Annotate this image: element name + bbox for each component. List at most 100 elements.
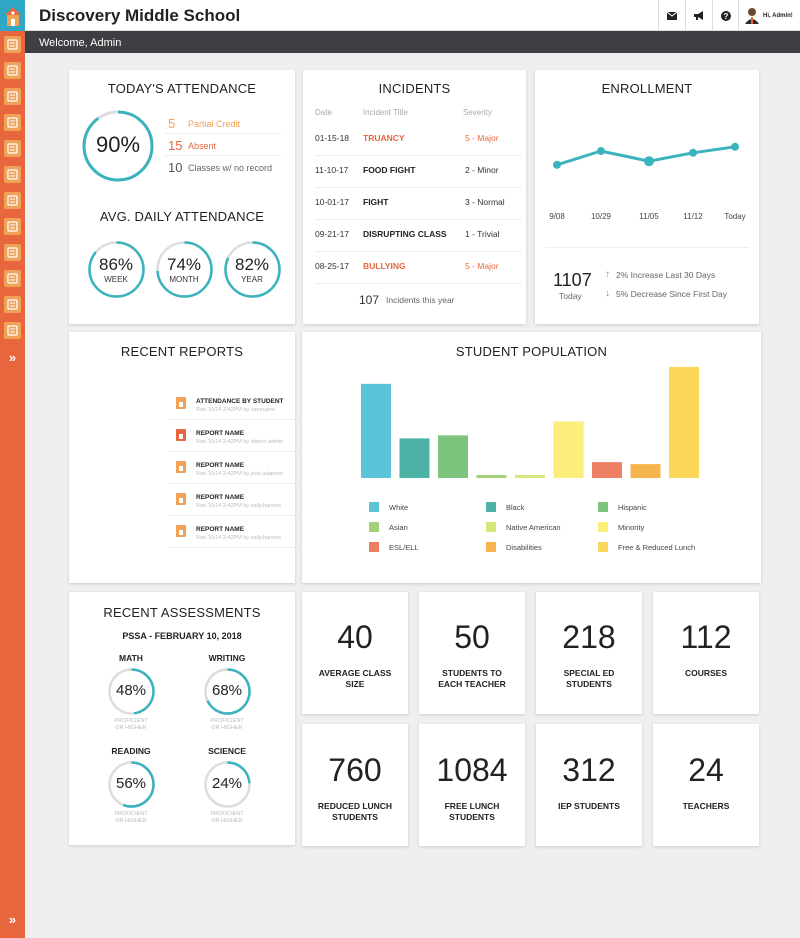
stat-value: 40 (337, 619, 373, 655)
sidebar-school-icon[interactable] (4, 322, 21, 339)
sidebar-apple-icon[interactable] (4, 114, 21, 131)
avg-attendance-percent: 74% (166, 255, 202, 274)
population-card: STUDENT POPULATION White Black Hispanic Asi… (302, 332, 761, 583)
assessment-percent: 24% (211, 775, 243, 792)
sidebar-dollar-icon[interactable] (4, 244, 21, 261)
legend-swatch (598, 522, 608, 532)
sidebar-alert-icon[interactable] (4, 218, 21, 235)
dollar-icon (7, 247, 18, 258)
sidebar-calendar-icon[interactable] (4, 62, 21, 79)
population-legend-item: Disabilities (486, 542, 542, 552)
population-bar-disabilities (630, 464, 661, 478)
help-button[interactable]: ? (712, 0, 739, 31)
assessment-ring-reading (107, 760, 155, 808)
incident-severity: 5 - Major (465, 133, 499, 143)
report-subtitle: Run 10/14 2:42PM by sally.hanson (196, 535, 281, 541)
legend-swatch (486, 542, 496, 552)
assessment-percent: 48% (115, 682, 147, 699)
incident-title: FOOD FIGHT (363, 165, 416, 175)
attendance-row-count: 10 (168, 160, 183, 175)
legend-label: ESL/ELL (389, 542, 419, 552)
attendance-row-count: 5 (168, 116, 176, 131)
enrollment-x-label: 10/29 (590, 212, 612, 221)
assessments-title: RECENT ASSESSMENTS (103, 605, 261, 620)
legend-swatch (598, 542, 608, 552)
population-bar-asian (476, 475, 507, 478)
stat-card: 218 SPECIAL ED STUDENTS (536, 592, 642, 714)
enrollment-line-chart (553, 142, 739, 169)
report-file-icon (176, 493, 186, 505)
enrollment-increase: 2% Increase Last 30 Days (616, 270, 716, 280)
sidebar-checklist-icon[interactable] (4, 140, 21, 157)
incident-row[interactable]: 11-10-17 FOOD FIGHT 2 - Minor (315, 156, 522, 188)
megaphone-icon (693, 11, 703, 20)
avg-attendance-percent: 86% (98, 255, 134, 274)
assessment-sub-label-2: OR HIGHER (115, 818, 147, 824)
stat-label: REDUCED LUNCH STUDENTS (317, 801, 393, 822)
legend-label: Disabilities (506, 542, 542, 552)
attendance-row-label: Partial Credit (188, 118, 241, 129)
avg-attendance-ring-year (223, 240, 281, 298)
population-bar-chart (361, 366, 699, 478)
legend-swatch (369, 522, 379, 532)
legend-label: White (389, 502, 409, 512)
incident-severity: 5 - Major (465, 261, 499, 271)
expand-sidebar-icon[interactable]: » (8, 350, 17, 365)
sidebar-speech-icon[interactable] (4, 270, 21, 287)
assessment-label: MATH (119, 653, 143, 663)
stat-card: 112 COURSES (653, 592, 759, 714)
assessment-label: READING (111, 746, 151, 756)
incidents-header-severity: Severity (463, 108, 492, 117)
assessment-sub-label-1: PROFICIENT (210, 811, 244, 817)
stat-card: 40 AVERAGE CLASS SIZE (302, 592, 408, 714)
sidebar-report-card-icon[interactable] (4, 192, 21, 209)
user-menu[interactable]: Hi, Admin! (738, 0, 800, 31)
incident-title: FIGHT (363, 197, 389, 207)
stat-value: 112 (680, 619, 732, 655)
sidebar-grid-icon[interactable] (4, 296, 21, 313)
sidebar-document-icon[interactable] (4, 166, 21, 183)
enrollment-decrease: 5% Decrease Since First Day (616, 289, 728, 299)
reports-title: RECENT REPORTS (120, 344, 244, 359)
population-title: STUDENT POPULATION (455, 344, 608, 359)
decrease-arrow-icon: ↓ (605, 288, 610, 299)
mail-button[interactable] (658, 0, 685, 31)
calendar-icon (7, 65, 18, 76)
incident-severity: 1 - Trivial (465, 229, 500, 239)
stat-card: 1084 FREE LUNCH STUDENTS (419, 724, 525, 846)
home-button[interactable] (0, 0, 25, 31)
incident-row[interactable]: 01-15-18 TRUANCY 5 - Major (315, 124, 522, 156)
legend-label: Black (506, 502, 525, 512)
incident-row[interactable]: 10-01-17 FIGHT 3 - Normal (315, 188, 522, 220)
avg-attendance-percent: 82% (234, 255, 270, 274)
incidents-total-label: Incidents this year (386, 295, 455, 305)
assessment-sub-label-2: OR HIGHER (211, 725, 243, 731)
stat-value: 1084 (436, 752, 508, 788)
stat-value: 218 (562, 619, 616, 655)
report-title: REPORT NAME (196, 462, 245, 469)
incident-severity: 2 - Minor (465, 165, 499, 175)
population-bar-free-reduced-lunch (669, 366, 699, 478)
enrollment-count: 1107 (553, 270, 592, 290)
incidents-title: INCIDENTS (378, 81, 451, 96)
stat-card: 50 STUDENTS TO EACH TEACHER (419, 592, 525, 714)
announcements-button[interactable] (685, 0, 712, 31)
population-bar-minority (553, 421, 584, 478)
incident-row[interactable]: 08-25-17 BULLYING 5 - Major (315, 252, 522, 284)
incident-row[interactable]: 09-21-17 DISRUPTING CLASS 1 - Trivial (315, 220, 522, 252)
enrollment-point (731, 142, 739, 151)
stat-label: IEP STUDENTS (558, 801, 620, 811)
report-subtitle: Run 10/14 2:42PM by district.admin (196, 439, 284, 445)
expand-sidebar-bottom-icon[interactable]: » (8, 912, 17, 927)
assessment-ring-science (203, 760, 251, 808)
enrollment-title: ENROLLMENT (601, 81, 693, 96)
incident-date: 09-21-17 (315, 229, 350, 239)
report-title: REPORT NAME (196, 526, 245, 533)
stat-label: AVERAGE CLASS SIZE (318, 668, 392, 689)
sidebar-classroom-icon[interactable] (4, 88, 21, 105)
report-file-icon (176, 429, 186, 441)
sidebar-contacts-icon[interactable] (4, 36, 21, 53)
stat-card: 24 TEACHERS (653, 724, 759, 846)
mail-icon (667, 11, 677, 20)
top-header: Discovery Middle School ? Hi, Admin! (25, 0, 800, 31)
